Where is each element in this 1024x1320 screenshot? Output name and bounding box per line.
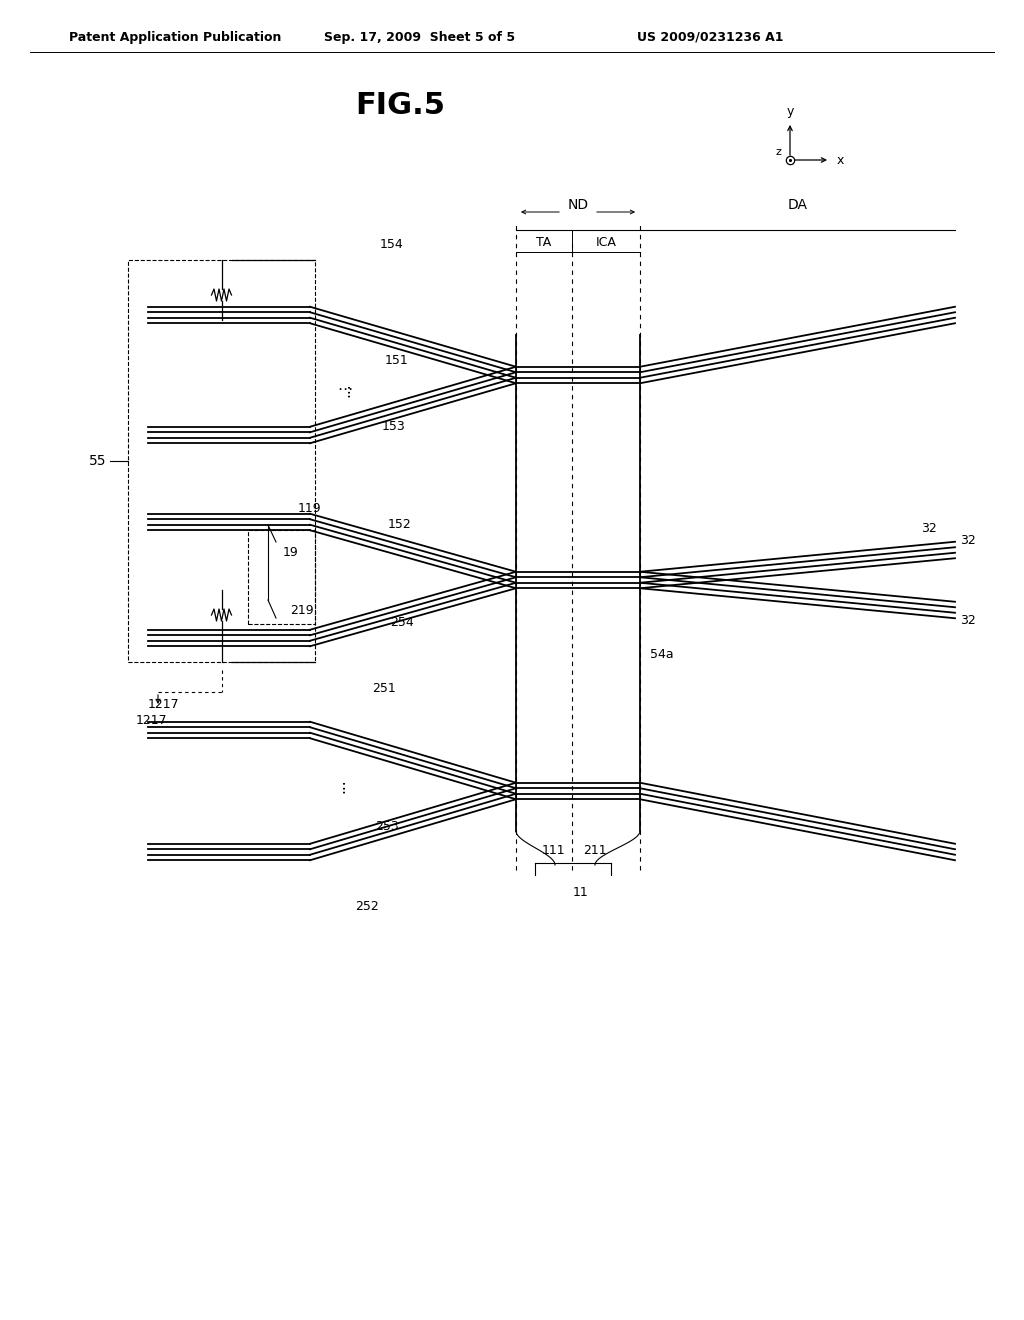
Text: TA: TA: [537, 235, 552, 248]
Text: z: z: [775, 147, 781, 157]
Text: 152: 152: [388, 519, 412, 532]
Text: DA: DA: [787, 198, 808, 213]
Text: FIG.5: FIG.5: [355, 91, 445, 120]
Text: 252: 252: [355, 900, 379, 913]
Text: 19: 19: [283, 545, 299, 558]
Text: 1217: 1217: [148, 697, 179, 710]
Text: 154: 154: [380, 239, 403, 252]
Bar: [248, 531, 315, 624]
Text: 151: 151: [385, 354, 409, 367]
Text: ⋯: ⋯: [337, 383, 352, 397]
Text: 111: 111: [542, 845, 565, 858]
Text: 55: 55: [88, 454, 106, 469]
Text: ICA: ICA: [596, 235, 616, 248]
Text: 32: 32: [961, 533, 976, 546]
Text: Sep. 17, 2009  Sheet 5 of 5: Sep. 17, 2009 Sheet 5 of 5: [325, 30, 515, 44]
Text: Patent Application Publication: Patent Application Publication: [69, 30, 282, 44]
Text: 253: 253: [375, 821, 398, 833]
Bar: [128, 260, 315, 663]
Text: ...: ...: [338, 383, 352, 397]
Text: 54a: 54a: [650, 648, 674, 661]
Text: 219: 219: [290, 603, 313, 616]
Text: 32: 32: [922, 521, 937, 535]
Text: 32: 32: [961, 614, 976, 627]
Text: 11: 11: [573, 887, 589, 899]
Text: 211: 211: [584, 845, 607, 858]
Text: US 2009/0231236 A1: US 2009/0231236 A1: [637, 30, 783, 44]
Text: ...: ...: [333, 779, 347, 793]
Text: ND: ND: [567, 198, 589, 213]
Text: 254: 254: [390, 615, 414, 628]
Text: 153: 153: [382, 421, 406, 433]
Text: 251: 251: [372, 681, 395, 694]
Text: 1217: 1217: [136, 714, 168, 726]
Text: y: y: [786, 106, 794, 119]
Text: x: x: [837, 153, 844, 166]
Text: 119: 119: [298, 502, 322, 515]
